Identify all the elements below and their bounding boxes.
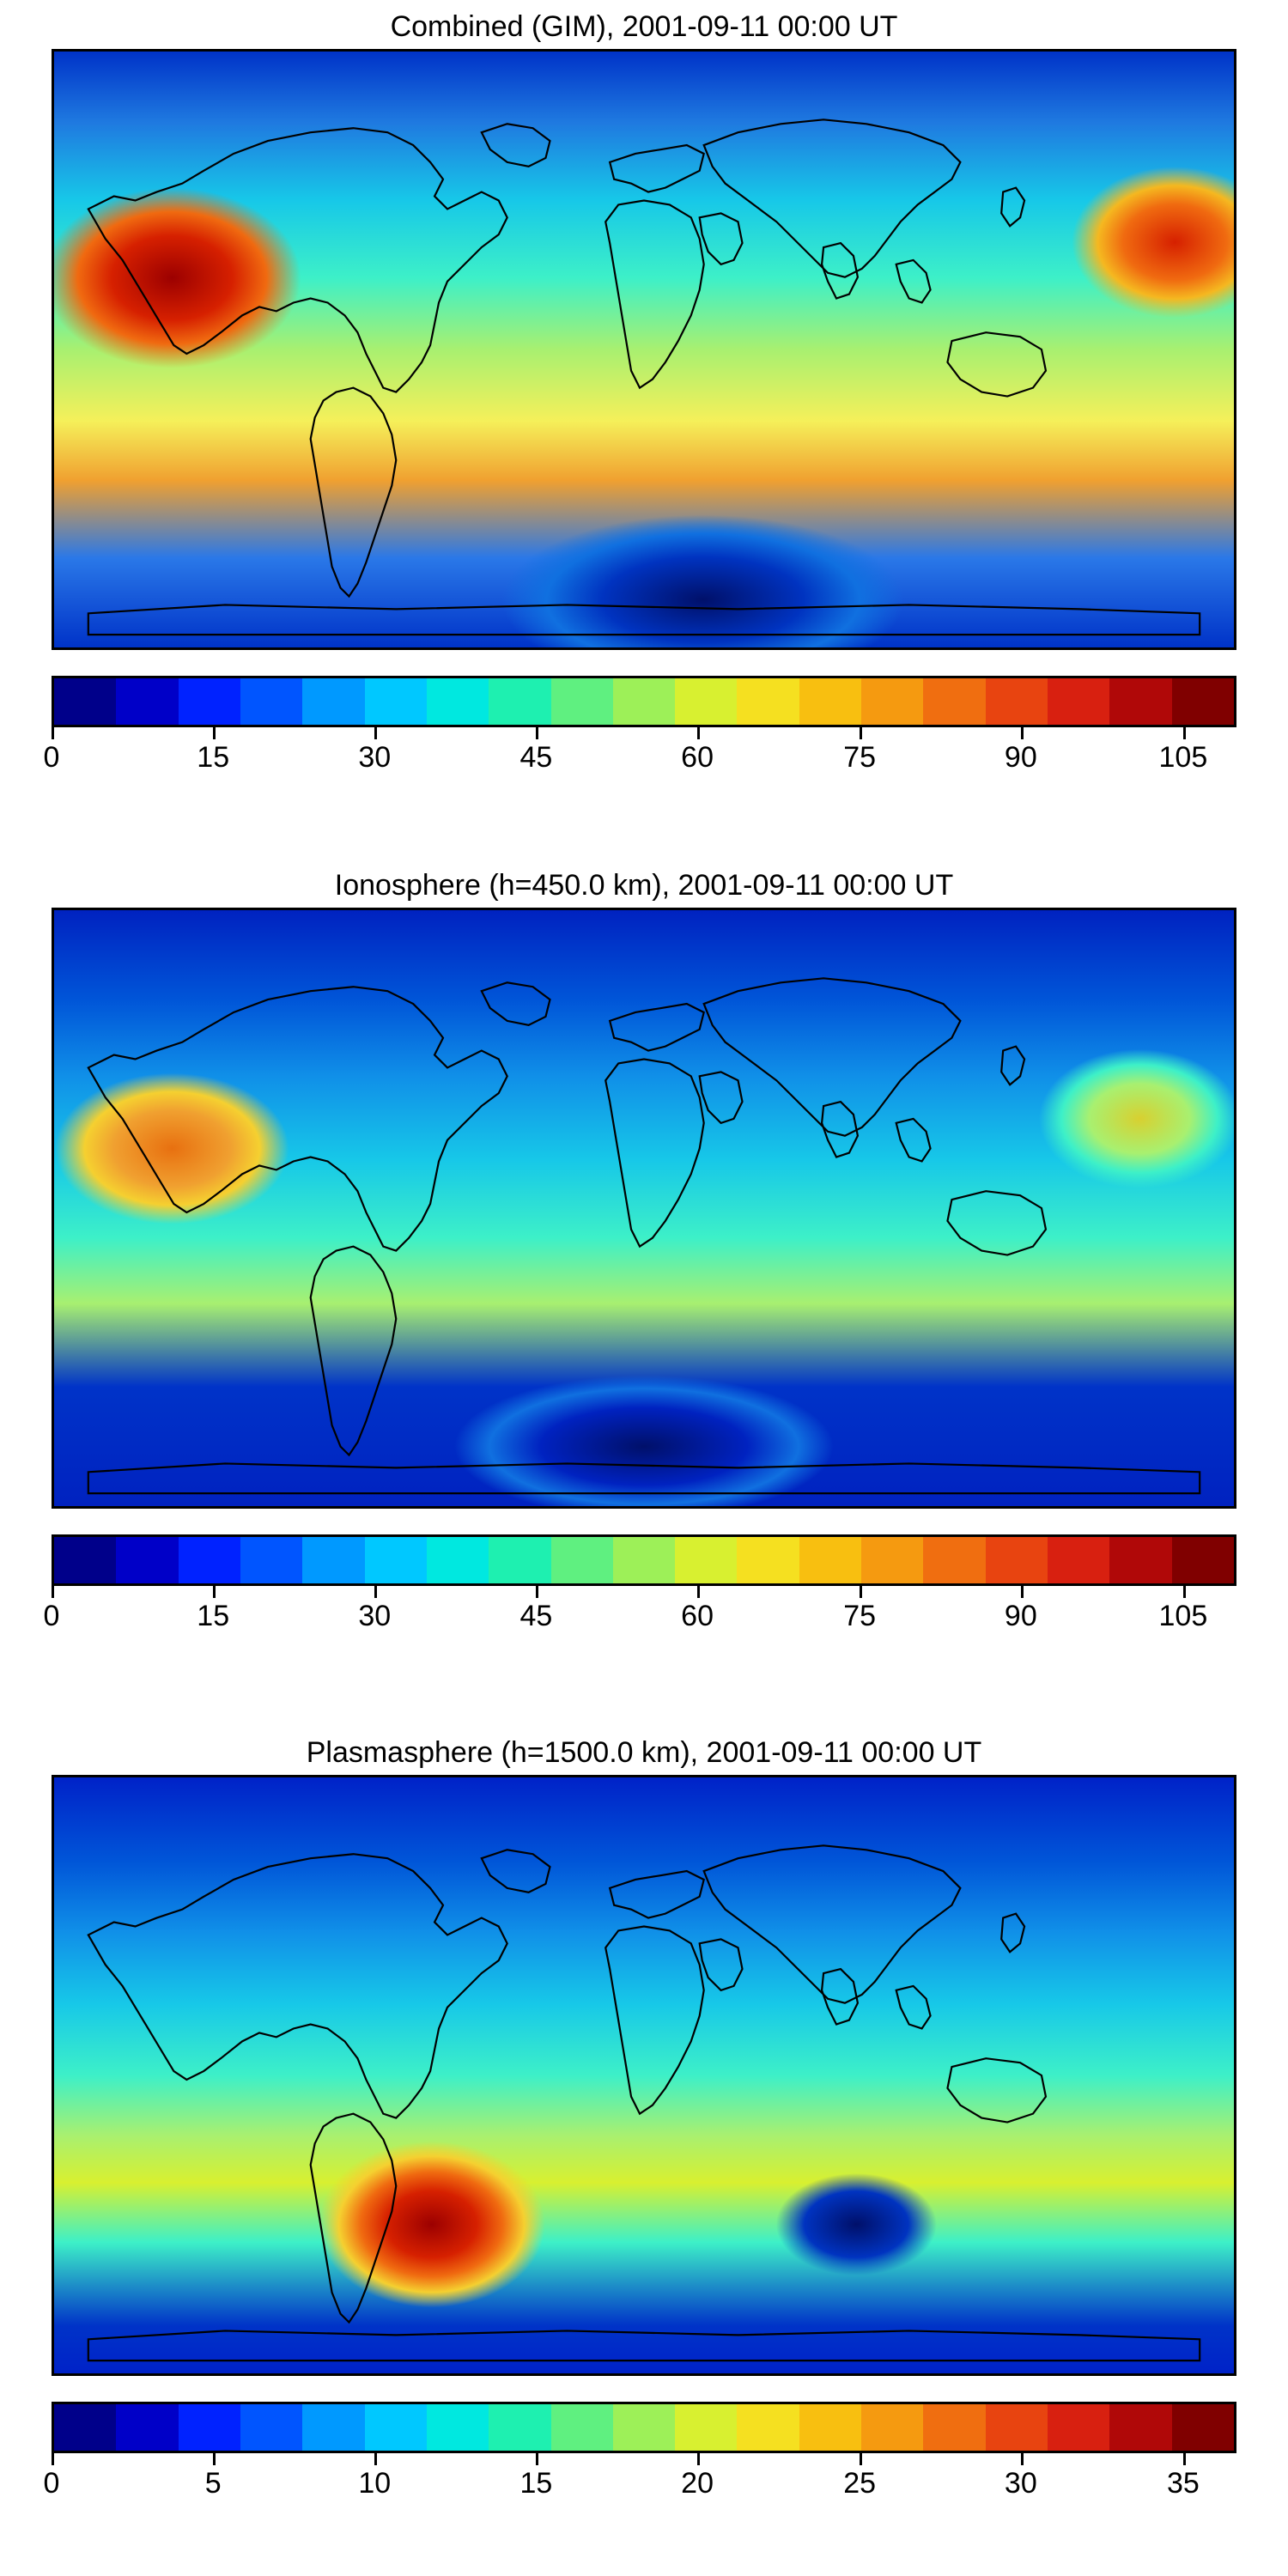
map-combined bbox=[52, 49, 1236, 650]
panel-title-combined: Combined (GIM), 2001-09-11 00:00 UT bbox=[0, 0, 1288, 49]
colorbar-plasmasphere[interactable] bbox=[52, 2402, 1236, 2453]
map-plasmasphere bbox=[52, 1775, 1236, 2376]
colorbar-combined[interactable] bbox=[52, 676, 1236, 727]
colorbar-wrap-combined: 0 15 30 45 60 75 90 105 bbox=[52, 676, 1236, 779]
continent-outlines bbox=[54, 52, 1234, 647]
colorbar-ticklabels-ionosphere: 0 15 30 45 60 75 90 105 bbox=[52, 1598, 1236, 1637]
panel-plasmasphere: Plasmasphere (h=1500.0 km), 2001-09-11 0… bbox=[0, 1726, 1288, 2505]
panel-ionosphere: Ionosphere (h=450.0 km), 2001-09-11 00:0… bbox=[0, 859, 1288, 1637]
panel-combined: Combined (GIM), 2001-09-11 00:00 UT bbox=[0, 0, 1288, 779]
panel-title-plasmasphere: Plasmasphere (h=1500.0 km), 2001-09-11 0… bbox=[0, 1726, 1288, 1775]
colorbar-ticklabels-plasmasphere: 0 5 10 15 20 25 30 35 bbox=[52, 2465, 1236, 2505]
colorbar-ticks-combined bbox=[52, 727, 1236, 739]
colorbar-ticks-plasmasphere bbox=[52, 2453, 1236, 2465]
tec-map-figure: Combined (GIM), 2001-09-11 00:00 UT bbox=[0, 0, 1288, 2576]
colorbar-ionosphere[interactable] bbox=[52, 1534, 1236, 1586]
colorbar-ticklabels-combined: 0 15 30 45 60 75 90 105 bbox=[52, 739, 1236, 779]
map-ionosphere bbox=[52, 908, 1236, 1509]
colorbar-wrap-ionosphere: 0 15 30 45 60 75 90 105 bbox=[52, 1534, 1236, 1637]
continent-outlines-3 bbox=[54, 1777, 1234, 2373]
panel-title-ionosphere: Ionosphere (h=450.0 km), 2001-09-11 00:0… bbox=[0, 859, 1288, 908]
continent-outlines-2 bbox=[54, 910, 1234, 1506]
colorbar-wrap-plasmasphere: 0 5 10 15 20 25 30 35 bbox=[52, 2402, 1236, 2505]
colorbar-ticks-ionosphere bbox=[52, 1586, 1236, 1598]
